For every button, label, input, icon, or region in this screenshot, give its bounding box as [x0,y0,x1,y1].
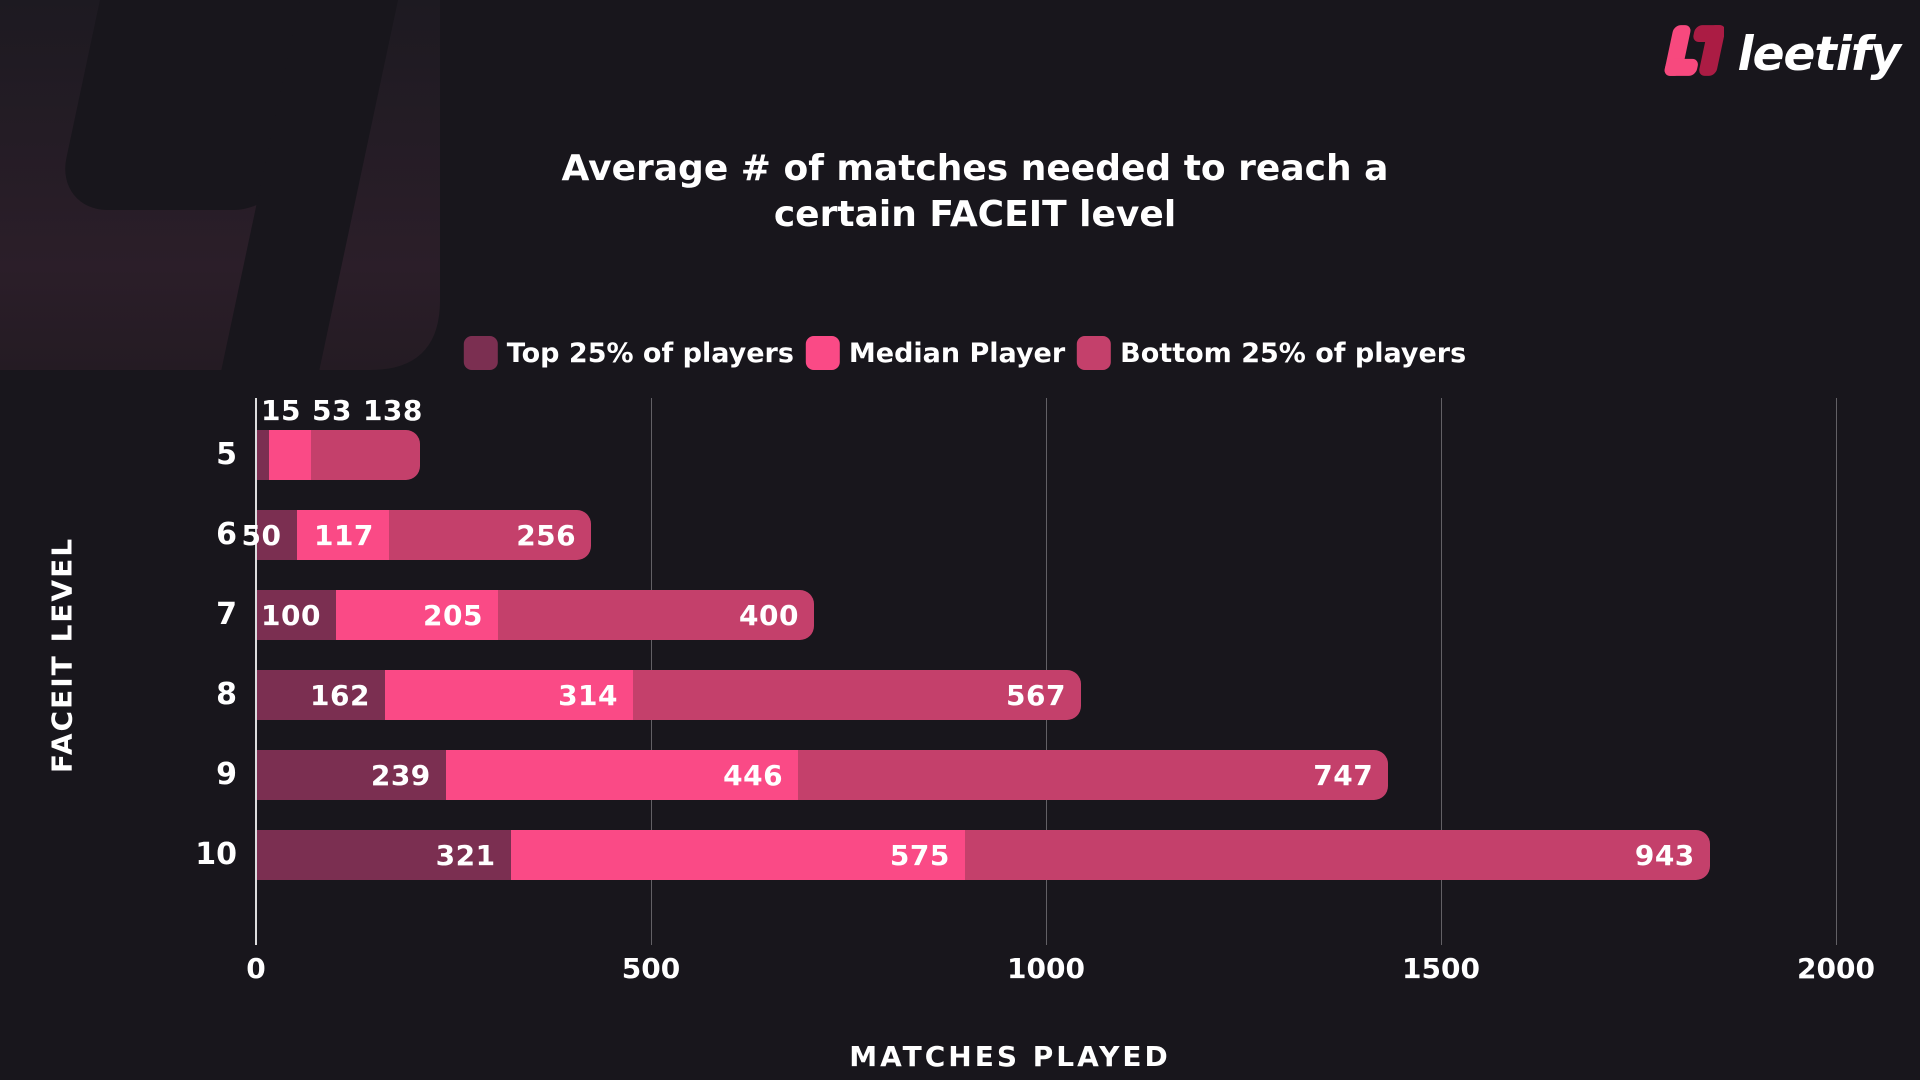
legend-item-bottom25: Bottom 25% of players [1077,336,1466,370]
bar-row-level-6: 6 50 117 256 [216,495,1856,575]
x-tick-label: 1500 [1402,952,1480,985]
segment-value-label: 567 [1005,678,1066,712]
background-leetify-watermark [0,0,440,450]
segment-value-label: 321 [435,838,496,872]
segment-value-label: 239 [370,758,431,792]
stacked-bar-level-7: 100 205 400 [257,590,814,640]
segment-median-player: 575 [510,830,965,880]
gridline [1441,398,1442,945]
legend-swatch-bottom25 [1077,336,1112,370]
gridline [1836,398,1837,945]
segment-median-player: 446 [445,750,799,800]
stacked-bar-level-6: 50 117 256 [242,510,592,560]
chart-title: Average # of matches needed to reach a c… [562,146,1389,238]
leetify-logo-icon [1644,22,1726,86]
segment-top-25-of-players [257,430,269,480]
segment-bottom-25-of-players: 747 [798,750,1389,800]
segment-value-label: 100 [261,598,321,632]
leetify-logo: leetify [1644,22,1904,86]
chart-title-line-1: Average # of matches needed to reach a [561,148,1389,189]
segment-top-25-of-players: 321 [257,830,511,880]
y-category-label: 9 [216,757,237,792]
above-bar-value-labels: 15 53 138 [261,394,423,427]
legend-swatch-top25 [463,336,498,370]
y-category-label: 10 [195,837,237,872]
segment-bottom-25-of-players: 400 [497,590,814,640]
segment-value-label: 256 [516,518,577,552]
segment-value-label: 446 [723,758,784,792]
bar-row-level-9: 9 239 446 747 [216,735,1856,815]
stacked-bar-level-8: 162 314 567 [257,670,1081,720]
legend-item-median: Median Player [805,336,1066,370]
bar-rows: 5 15 53 138 6 50 117 256 7 100 205 400 8 162 314 567 9 23… [195,394,1856,895]
x-tick-label: 0 [246,952,266,985]
legend-item-top25: Top 25% of players [463,336,794,370]
segment-value-label: 314 [558,678,619,712]
y-category-label: 5 [216,437,237,472]
segment-bottom-25-of-players: 256 [388,510,592,560]
x-axis-ticks: 0 500 1000 1500 2000 [246,952,1875,992]
bar-row-level-7: 7 100 205 400 [216,575,1856,655]
segment-median-player: 117 [296,510,389,560]
stacked-bar-level-5: 15 53 138 [257,394,422,480]
segment-value-label: 162 [310,678,370,712]
segment-value-label: 205 [422,598,483,632]
segment-value-label: 53 [311,394,352,427]
bar-row-level-8: 8 162 314 567 [216,655,1856,735]
bar-row-level-10: 10 321 575 943 [195,815,1856,895]
legend-swatch-median [805,336,840,370]
x-tick-label: 1000 [1007,952,1085,985]
segment-value-label: 117 [313,518,374,552]
stacked-bar-level-10: 321 575 943 [257,830,1710,880]
y-category-label: 6 [216,517,237,552]
chart-legend: Top 25% of players Median Player Bottom … [463,336,1466,370]
legend-label-top25: Top 25% of players [506,337,794,369]
segment-top-25-of-players: 50 [242,510,297,560]
segment-value-label: 400 [738,598,799,632]
chart-title-line-2: certain FACEIT level [773,194,1177,235]
leetify-logo-wordmark: leetify [1737,26,1901,82]
segment-value-label: 138 [362,394,423,427]
plot-area: 5 15 53 138 6 50 117 256 7 100 205 400 8 162 314 567 9 23… [195,394,1856,945]
segment-top-25-of-players: 162 [257,670,385,720]
segment-median-player: 205 [336,590,498,640]
bar-row-level-5: 5 15 53 138 [216,394,1856,495]
segment-value-label: 15 [261,394,301,427]
segment-value-label: 943 [1634,838,1695,872]
legend-label-median: Median Player [848,337,1066,369]
segment-bottom-25-of-players: 943 [964,830,1710,880]
segment-value-label: 575 [889,838,950,872]
stacked-bar-level-9: 239 446 747 [257,750,1389,800]
legend-label-bottom25: Bottom 25% of players [1120,337,1467,369]
x-tick-label: 2000 [1797,952,1875,985]
segment-bottom-25-of-players: 567 [633,670,1081,720]
y-axis-title: FACEIT LEVEL [45,536,79,774]
segment-median-player [268,430,311,480]
y-category-label: 8 [216,677,237,712]
segment-bottom-25-of-players [310,430,420,480]
segment-value-label: 50 [241,518,282,552]
y-axis-line [255,398,257,945]
segment-top-25-of-players: 239 [257,750,446,800]
x-axis-title: MATCHES PLAYED [849,1040,1171,1073]
y-category-label: 7 [216,597,237,632]
segment-top-25-of-players: 100 [257,590,336,640]
x-tick-label: 500 [621,952,681,985]
segment-value-label: 747 [1313,758,1374,792]
segment-median-player: 314 [384,670,634,720]
